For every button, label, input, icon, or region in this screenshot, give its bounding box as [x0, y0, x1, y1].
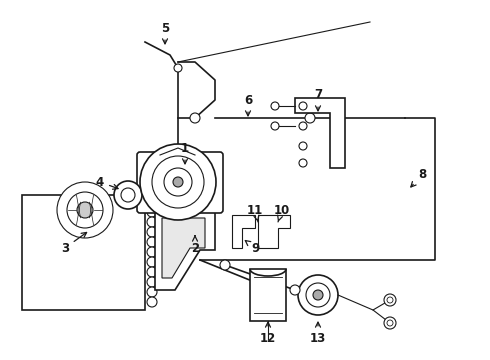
Circle shape: [384, 317, 396, 329]
Circle shape: [152, 156, 204, 208]
Text: 11: 11: [247, 203, 263, 222]
Bar: [250, 269, 286, 321]
Circle shape: [147, 227, 157, 237]
Circle shape: [77, 202, 93, 218]
Circle shape: [173, 177, 183, 187]
Circle shape: [147, 217, 157, 227]
Circle shape: [147, 247, 157, 257]
Text: 3: 3: [61, 233, 87, 255]
Circle shape: [305, 113, 315, 123]
Circle shape: [299, 142, 307, 150]
Circle shape: [306, 283, 330, 307]
Text: 4: 4: [96, 175, 118, 189]
Circle shape: [174, 64, 182, 72]
Circle shape: [387, 320, 393, 326]
Text: 5: 5: [161, 22, 169, 44]
Text: 13: 13: [310, 322, 326, 345]
Polygon shape: [232, 215, 255, 248]
Circle shape: [114, 181, 142, 209]
Circle shape: [140, 144, 216, 220]
Circle shape: [147, 257, 157, 267]
Circle shape: [299, 102, 307, 110]
Circle shape: [147, 267, 157, 277]
FancyBboxPatch shape: [137, 152, 223, 213]
Circle shape: [220, 260, 230, 270]
Circle shape: [313, 290, 323, 300]
Circle shape: [190, 113, 200, 123]
Text: 6: 6: [244, 94, 252, 116]
Circle shape: [299, 159, 307, 167]
Circle shape: [121, 188, 135, 202]
Circle shape: [147, 297, 157, 307]
Polygon shape: [295, 98, 345, 168]
Circle shape: [164, 168, 192, 196]
Circle shape: [298, 275, 338, 315]
Polygon shape: [22, 195, 145, 310]
Circle shape: [271, 122, 279, 130]
Circle shape: [57, 182, 113, 238]
Polygon shape: [162, 218, 205, 278]
Circle shape: [387, 297, 393, 303]
Text: 9: 9: [245, 240, 259, 255]
Circle shape: [67, 192, 103, 228]
Text: 2: 2: [191, 236, 199, 255]
Text: 7: 7: [314, 89, 322, 111]
Text: 10: 10: [274, 203, 290, 222]
Circle shape: [299, 122, 307, 130]
Circle shape: [290, 285, 300, 295]
Text: 1: 1: [181, 141, 189, 164]
Circle shape: [147, 287, 157, 297]
Circle shape: [271, 102, 279, 110]
Circle shape: [147, 197, 157, 207]
Circle shape: [384, 294, 396, 306]
Text: 8: 8: [411, 168, 426, 187]
Polygon shape: [258, 215, 290, 248]
Circle shape: [147, 237, 157, 247]
Circle shape: [147, 207, 157, 217]
Circle shape: [147, 277, 157, 287]
Text: 12: 12: [260, 322, 276, 345]
Polygon shape: [155, 210, 215, 290]
